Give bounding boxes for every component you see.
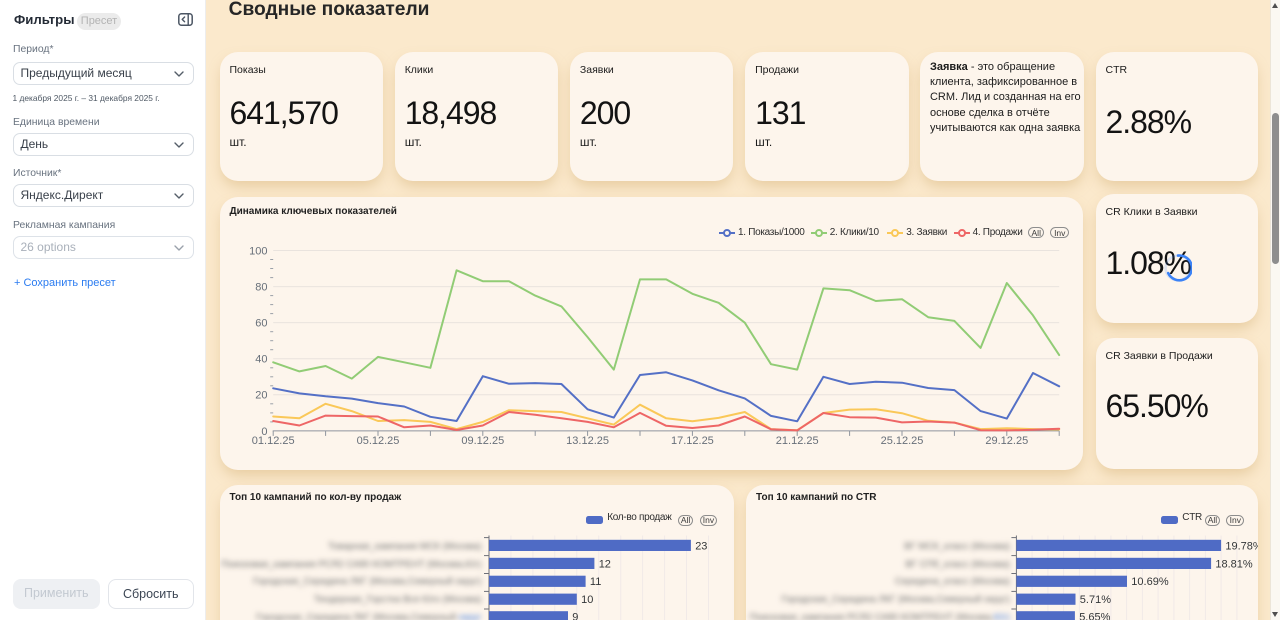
svg-text:40: 40 xyxy=(255,353,267,365)
svg-text:23: 23 xyxy=(695,540,707,552)
svg-text:21.12.25: 21.12.25 xyxy=(775,435,818,447)
svg-text:5.65%: 5.65% xyxy=(1079,612,1110,620)
svg-text:12: 12 xyxy=(598,558,610,570)
svg-text:60: 60 xyxy=(255,317,267,329)
svg-text:10.69%: 10.69% xyxy=(1131,576,1169,588)
svg-text:20: 20 xyxy=(255,389,267,401)
svg-text:18.81%: 18.81% xyxy=(1215,558,1253,570)
svg-text:100: 100 xyxy=(249,245,267,257)
svg-text:5.71%: 5.71% xyxy=(1080,594,1111,606)
svg-text:80: 80 xyxy=(255,281,267,293)
svg-text:17.12.25: 17.12.25 xyxy=(670,435,713,447)
svg-text:9: 9 xyxy=(572,612,578,620)
svg-text:19.78%: 19.78% xyxy=(1225,540,1257,552)
svg-text:05.12.25: 05.12.25 xyxy=(356,435,399,447)
svg-text:29.12.25: 29.12.25 xyxy=(985,435,1028,447)
svg-text:10: 10 xyxy=(581,594,593,606)
svg-text:01.12.25: 01.12.25 xyxy=(251,435,294,447)
svg-text:0: 0 xyxy=(261,425,267,437)
svg-text:13.12.25: 13.12.25 xyxy=(566,435,609,447)
svg-text:25.12.25: 25.12.25 xyxy=(880,435,923,447)
svg-text:11: 11 xyxy=(589,576,600,588)
svg-text:09.12.25: 09.12.25 xyxy=(461,435,504,447)
